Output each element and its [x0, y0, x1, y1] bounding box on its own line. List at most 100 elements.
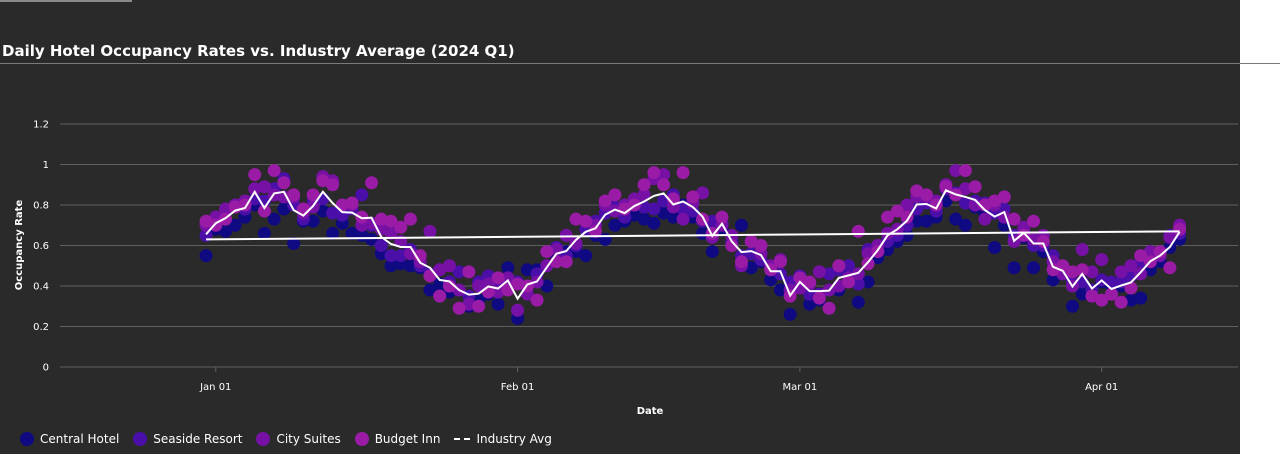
data-point-central-hotel[interactable]	[637, 212, 651, 226]
data-point-budget-inn[interactable]	[1065, 265, 1079, 279]
data-point-budget-inn[interactable]	[403, 212, 417, 226]
data-point-budget-inn[interactable]	[842, 275, 856, 289]
legend-item-budget-inn[interactable]: Budget Inn	[354, 432, 440, 446]
data-point-central-hotel[interactable]	[219, 224, 233, 238]
data-point-budget-inn[interactable]	[1114, 295, 1128, 309]
data-point-city-suites[interactable]	[501, 271, 515, 285]
data-point-budget-inn[interactable]	[725, 239, 739, 252]
data-point-central-hotel[interactable]	[403, 259, 417, 273]
data-point-budget-inn[interactable]	[919, 188, 933, 202]
data-point-city-suites[interactable]	[1095, 253, 1109, 267]
data-point-central-hotel[interactable]	[910, 214, 924, 228]
data-point-city-suites[interactable]	[1075, 243, 1089, 257]
data-point-central-hotel[interactable]	[705, 245, 719, 259]
data-point-central-hotel[interactable]	[1007, 261, 1021, 275]
data-point-budget-inn[interactable]	[958, 164, 972, 178]
data-point-central-hotel[interactable]	[277, 202, 291, 216]
data-point-budget-inn[interactable]	[773, 255, 787, 269]
data-point-city-suites[interactable]	[384, 226, 398, 240]
data-point-central-hotel[interactable]	[647, 216, 661, 230]
data-point-budget-inn[interactable]	[1173, 222, 1187, 236]
data-point-central-hotel[interactable]	[287, 236, 301, 250]
data-point-central-hotel[interactable]	[803, 297, 817, 311]
data-point-central-hotel[interactable]	[1065, 299, 1079, 313]
data-point-central-hotel[interactable]	[326, 226, 340, 240]
data-point-city-suites[interactable]	[511, 303, 525, 317]
data-point-central-hotel[interactable]	[306, 214, 320, 228]
data-point-budget-inn[interactable]	[1075, 263, 1089, 277]
legend-item-central-hotel[interactable]: Central Hotel	[20, 432, 119, 446]
data-point-seaside-resort[interactable]	[958, 196, 972, 210]
data-point-central-hotel[interactable]	[734, 218, 748, 232]
data-point-city-suites[interactable]	[423, 224, 437, 238]
data-point-seaside-resort[interactable]	[374, 239, 388, 252]
data-point-central-hotel[interactable]	[744, 261, 758, 275]
data-point-central-hotel[interactable]	[666, 210, 680, 224]
data-point-budget-inn[interactable]	[365, 176, 379, 190]
data-point-budget-inn[interactable]	[1046, 263, 1060, 277]
data-point-central-hotel[interactable]	[1027, 261, 1041, 275]
data-point-budget-inn[interactable]	[890, 204, 904, 218]
data-point-central-hotel[interactable]	[316, 204, 330, 218]
data-point-seaside-resort[interactable]	[705, 214, 719, 228]
data-point-budget-inn[interactable]	[423, 269, 437, 283]
data-point-city-suites[interactable]	[569, 236, 583, 250]
data-point-budget-inn[interactable]	[793, 271, 807, 285]
data-point-budget-inn[interactable]	[540, 245, 554, 259]
data-point-central-hotel[interactable]	[657, 206, 671, 220]
data-point-budget-inn[interactable]	[491, 271, 505, 285]
data-point-seaside-resort[interactable]	[394, 249, 408, 263]
data-point-budget-inn[interactable]	[442, 279, 456, 293]
data-point-central-hotel[interactable]	[627, 208, 641, 222]
data-point-budget-inn[interactable]	[1036, 234, 1050, 248]
data-point-budget-inn[interactable]	[433, 289, 447, 303]
data-point-budget-inn[interactable]	[511, 277, 525, 291]
data-point-central-hotel[interactable]	[228, 218, 242, 232]
data-point-central-hotel[interactable]	[608, 218, 622, 232]
data-point-city-suites[interactable]	[978, 212, 992, 226]
data-point-central-hotel[interactable]	[501, 261, 515, 275]
data-point-budget-inn[interactable]	[326, 178, 340, 192]
data-point-city-suites[interactable]	[1085, 265, 1099, 279]
data-point-central-hotel[interactable]	[365, 232, 379, 246]
data-point-budget-inn[interactable]	[345, 196, 359, 210]
data-point-central-hotel[interactable]	[540, 279, 554, 293]
data-point-seaside-resort[interactable]	[384, 249, 398, 263]
data-point-budget-inn[interactable]	[1085, 289, 1099, 303]
data-point-budget-inn[interactable]	[910, 184, 924, 198]
data-point-city-suites[interactable]	[968, 198, 982, 212]
legend-item-seaside-resort[interactable]: Seaside Resort	[133, 432, 242, 446]
data-point-budget-inn[interactable]	[832, 259, 846, 273]
data-point-seaside-resort[interactable]	[910, 202, 924, 216]
data-point-city-suites[interactable]	[365, 216, 379, 230]
data-point-central-hotel[interactable]	[696, 226, 710, 240]
data-point-budget-inn[interactable]	[647, 166, 661, 180]
data-point-budget-inn[interactable]	[588, 224, 602, 238]
data-point-budget-inn[interactable]	[316, 174, 330, 188]
data-point-budget-inn[interactable]	[978, 198, 992, 212]
data-point-budget-inn[interactable]	[452, 301, 466, 315]
data-point-budget-inn[interactable]	[569, 212, 583, 226]
data-point-central-hotel[interactable]	[579, 249, 593, 263]
data-point-seaside-resort[interactable]	[647, 202, 661, 216]
data-point-city-suites[interactable]	[559, 228, 573, 242]
data-point-central-hotel[interactable]	[1046, 273, 1060, 287]
data-point-seaside-resort[interactable]	[676, 202, 690, 216]
data-point-central-hotel[interactable]	[949, 212, 963, 226]
data-point-budget-inn[interactable]	[1104, 287, 1118, 301]
data-point-budget-inn[interactable]	[277, 176, 291, 190]
data-point-city-suites[interactable]	[462, 297, 476, 311]
data-point-city-suites[interactable]	[219, 202, 233, 216]
data-point-central-hotel[interactable]	[783, 307, 797, 321]
data-point-budget-inn[interactable]	[579, 214, 593, 228]
data-point-budget-inn[interactable]	[257, 204, 271, 218]
data-point-budget-inn[interactable]	[1124, 281, 1138, 295]
data-point-budget-inn[interactable]	[1134, 249, 1148, 263]
data-point-city-suites[interactable]	[442, 259, 456, 273]
data-point-budget-inn[interactable]	[559, 255, 573, 269]
data-point-budget-inn[interactable]	[715, 210, 729, 224]
data-point-seaside-resort[interactable]	[355, 188, 369, 202]
data-point-budget-inn[interactable]	[462, 265, 476, 279]
data-point-budget-inn[interactable]	[686, 190, 700, 204]
data-point-budget-inn[interactable]	[472, 299, 486, 313]
